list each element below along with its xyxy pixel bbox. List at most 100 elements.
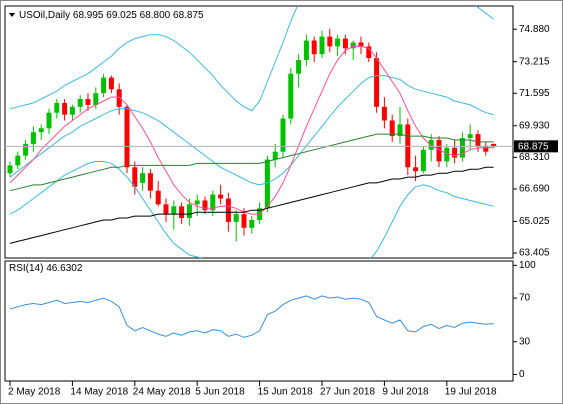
candle-body [452, 147, 458, 158]
y-tick-label: 71.595 [519, 88, 550, 99]
rsi-title: RSI(14) [9, 263, 43, 274]
candle-body [366, 46, 372, 59]
candle-body [272, 151, 278, 160]
y-tick-label: 0 [519, 369, 525, 380]
candle-body [280, 118, 286, 152]
candle-body [296, 60, 302, 74]
candle-body [38, 128, 44, 133]
candle-body [358, 42, 364, 47]
collapse-arrow[interactable] [9, 13, 15, 17]
candle-body [350, 42, 356, 49]
indicator-line [9, 45, 494, 215]
y-tick-label: 68.310 [519, 152, 550, 163]
y-tick-label: 30 [519, 336, 531, 347]
candle-body [69, 106, 75, 115]
indicator-line [9, 75, 494, 186]
y-tick-label: 73.215 [519, 56, 550, 67]
candle-body [93, 93, 99, 105]
candle-body [147, 173, 153, 191]
candle-body [218, 194, 224, 199]
candle-body [101, 77, 107, 94]
y-tick-label: 63.405 [519, 248, 550, 259]
close-value: 68.875 [173, 10, 204, 21]
chart-header: USOil,Daily 68.995 69.025 68.800 68.875 [19, 10, 204, 21]
y-tick-label: 70 [519, 293, 531, 304]
candle-body [116, 89, 122, 107]
candle-body [342, 38, 348, 49]
candle-body [420, 149, 426, 172]
main-panel [4, 5, 514, 259]
y-tick-label: 100 [519, 260, 536, 271]
candle-body [381, 106, 387, 121]
candle-body [85, 99, 91, 105]
indicator-line [9, 166, 494, 244]
candle-body [30, 132, 36, 144]
x-tick-label: 27 Jun 2018 [320, 387, 375, 398]
candle-body [335, 38, 341, 47]
candle-body [225, 198, 231, 222]
candle-body [475, 134, 481, 146]
current-price-label: 68.875 [518, 141, 549, 152]
candle-body [62, 102, 68, 115]
rsi-line [9, 295, 494, 338]
candle-body [108, 77, 114, 90]
candle-body [132, 167, 138, 187]
candle-body [46, 112, 52, 129]
candle-body [444, 147, 450, 162]
x-tick-label: 5 Jun 2018 [195, 387, 245, 398]
x-tick-label: 24 May 2018 [133, 387, 191, 398]
indicator-line [9, 6, 494, 112]
x-tick-label: 9 Jul 2018 [382, 387, 429, 398]
candle-body [397, 124, 403, 137]
candle-body [124, 106, 130, 168]
candle-body [319, 36, 325, 55]
candle-body [140, 173, 146, 183]
rsi-plot [9, 295, 494, 338]
candle-body [210, 194, 216, 211]
x-tick-label: 19 Jul 2018 [445, 387, 497, 398]
rsi-panel [4, 260, 514, 382]
candle-body [288, 73, 294, 119]
rsi-last: 46.6302 [46, 263, 83, 274]
candle-body [491, 143, 497, 147]
candle-body [54, 102, 60, 113]
candle-body [428, 139, 434, 150]
candle-body [186, 204, 192, 219]
main-plot [5, 6, 513, 258]
candle-body [413, 167, 419, 172]
high-value: 69.025 [106, 10, 137, 21]
x-tick-label: 15 Jun 2018 [258, 387, 313, 398]
candle-body [327, 36, 333, 47]
x-tick-label: 2 May 2018 [8, 387, 61, 398]
candle-body [241, 214, 247, 228]
candle-body [459, 138, 465, 158]
candle-body [7, 165, 13, 174]
x-tick-label: 14 May 2018 [70, 387, 128, 398]
candle-body [23, 143, 29, 156]
y-tick-label: 74.880 [519, 24, 550, 35]
candle-body [163, 204, 169, 215]
rsi-header: RSI(14) 46.6302 [9, 263, 83, 274]
y-tick-label: 65.025 [519, 216, 550, 227]
candle-body [15, 155, 21, 166]
indicator-line [9, 161, 494, 258]
candle-body [155, 190, 161, 205]
indicator-line [9, 133, 494, 192]
open-value: 68.995 [73, 10, 104, 21]
candle-body [233, 214, 239, 222]
candle-body [179, 206, 185, 219]
candle-body [483, 145, 489, 152]
low-value: 68.800 [140, 10, 171, 21]
y-tick-label: 66.690 [519, 184, 550, 195]
candle-body [467, 134, 473, 139]
candle-body [249, 219, 255, 228]
y-tick-label: 69.930 [519, 120, 550, 131]
candle-body [194, 200, 200, 205]
candle-body [202, 200, 208, 211]
candle-body [389, 120, 395, 137]
candle-body [171, 206, 177, 215]
candle-body [77, 99, 83, 107]
candle-body [311, 40, 317, 55]
